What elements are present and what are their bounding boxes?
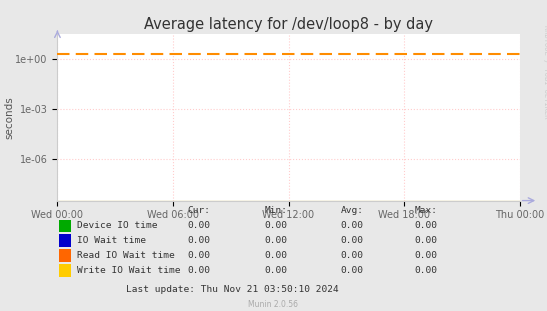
Text: Read IO Wait time: Read IO Wait time xyxy=(77,251,174,260)
Text: Munin 2.0.56: Munin 2.0.56 xyxy=(248,300,299,309)
Text: 0.00: 0.00 xyxy=(264,236,287,245)
Text: 0.00: 0.00 xyxy=(341,221,364,230)
Text: Device IO time: Device IO time xyxy=(77,221,157,230)
Text: 0.00: 0.00 xyxy=(188,251,211,260)
Text: 0.00: 0.00 xyxy=(264,251,287,260)
Text: 0.00: 0.00 xyxy=(341,236,364,245)
Text: Max:: Max: xyxy=(415,206,438,215)
Y-axis label: seconds: seconds xyxy=(4,96,14,139)
Text: 0.00: 0.00 xyxy=(415,251,438,260)
Text: Avg:: Avg: xyxy=(341,206,364,215)
Text: 0.00: 0.00 xyxy=(415,221,438,230)
Text: 0.00: 0.00 xyxy=(264,221,287,230)
Text: 0.00: 0.00 xyxy=(415,266,438,275)
Text: Min:: Min: xyxy=(264,206,287,215)
Text: IO Wait time: IO Wait time xyxy=(77,236,146,245)
Text: RRDTOOL / TOBI OETIKER: RRDTOOL / TOBI OETIKER xyxy=(543,25,547,118)
Text: Last update: Thu Nov 21 03:50:10 2024: Last update: Thu Nov 21 03:50:10 2024 xyxy=(126,285,339,294)
Text: Cur:: Cur: xyxy=(188,206,211,215)
Text: 0.00: 0.00 xyxy=(264,266,287,275)
Title: Average latency for /dev/loop8 - by day: Average latency for /dev/loop8 - by day xyxy=(144,17,433,32)
Text: 0.00: 0.00 xyxy=(415,236,438,245)
Text: 0.00: 0.00 xyxy=(188,266,211,275)
Text: 0.00: 0.00 xyxy=(341,266,364,275)
Text: 0.00: 0.00 xyxy=(341,251,364,260)
Text: Write IO Wait time: Write IO Wait time xyxy=(77,266,180,275)
Text: 0.00: 0.00 xyxy=(188,236,211,245)
Text: 0.00: 0.00 xyxy=(188,221,211,230)
